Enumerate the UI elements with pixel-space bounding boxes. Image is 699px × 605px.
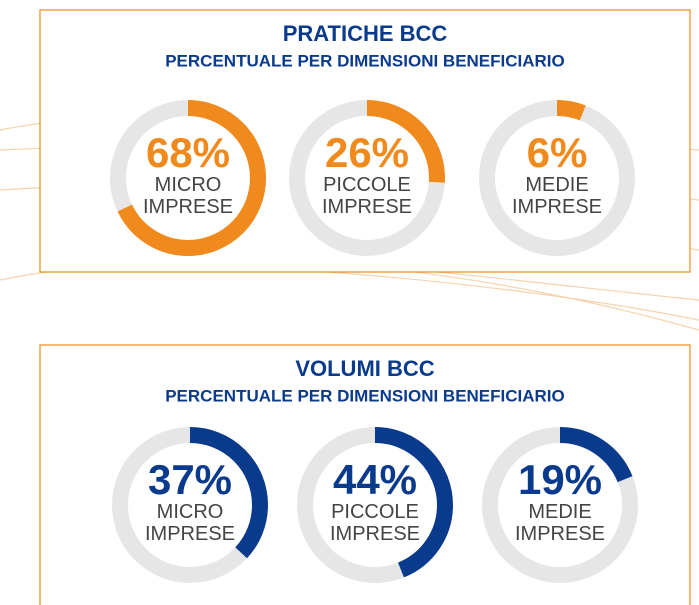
donut-arc [297, 427, 453, 583]
donut-category: PICCOLE IMPRESE [330, 501, 420, 545]
donut-value-label: 6% [527, 129, 588, 176]
donut-category: MICRO IMPRESE [145, 501, 235, 545]
donut-category: MEDIE IMPRESE [512, 174, 602, 218]
panel-subtitle: PERCENTUALE PER DIMENSIONI BENEFICIARIO [165, 51, 565, 70]
donut-arc [289, 100, 445, 256]
donut-arc [482, 427, 638, 583]
donut-value-label: 44% [333, 456, 417, 503]
donut-category: MICRO IMPRESE [143, 174, 233, 218]
donut-value-label: 26% [325, 129, 409, 176]
donut-arc [479, 100, 635, 256]
panel-title: PRATICHE BCC [283, 21, 448, 46]
panel-title: VOLUMI BCC [295, 356, 434, 381]
panel-subtitle: PERCENTUALE PER DIMENSIONI BENEFICIARIO [165, 386, 565, 405]
donut-value-label: 68% [146, 129, 230, 176]
donut-value-label: 19% [518, 456, 602, 503]
donut-arc [110, 100, 266, 256]
donut-arc [112, 427, 268, 583]
donut-category: MEDIE IMPRESE [515, 501, 605, 545]
donut-value-label: 37% [148, 456, 232, 503]
donut-category: PICCOLE IMPRESE [322, 174, 412, 218]
